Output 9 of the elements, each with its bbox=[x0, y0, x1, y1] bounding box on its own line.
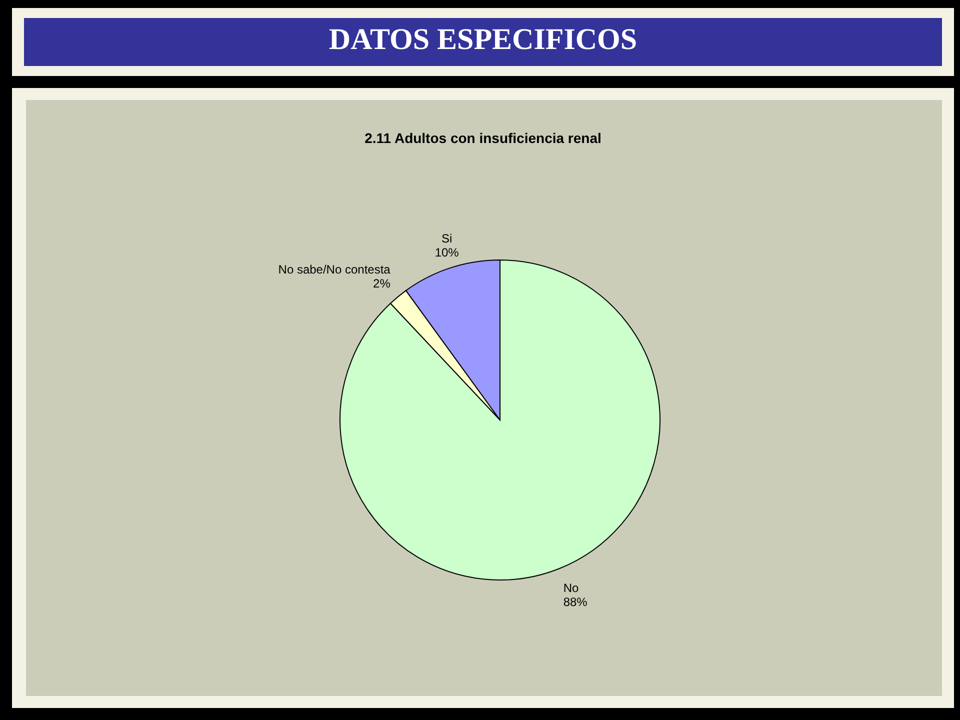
slice-label: No bbox=[563, 580, 579, 595]
data-label: 88% bbox=[563, 594, 588, 609]
chart-subtitle: 2.11 Adultos con insuficiencia renal bbox=[364, 130, 602, 146]
slice-label: No sabe/No contesta bbox=[278, 262, 391, 276]
chart-title: DATOS ESPECIFICOS bbox=[328, 23, 638, 56]
pie-slice bbox=[340, 260, 660, 580]
data-label: 10% bbox=[434, 245, 460, 260]
data-label: 2% bbox=[373, 276, 391, 290]
slice-label: Si bbox=[442, 231, 452, 246]
